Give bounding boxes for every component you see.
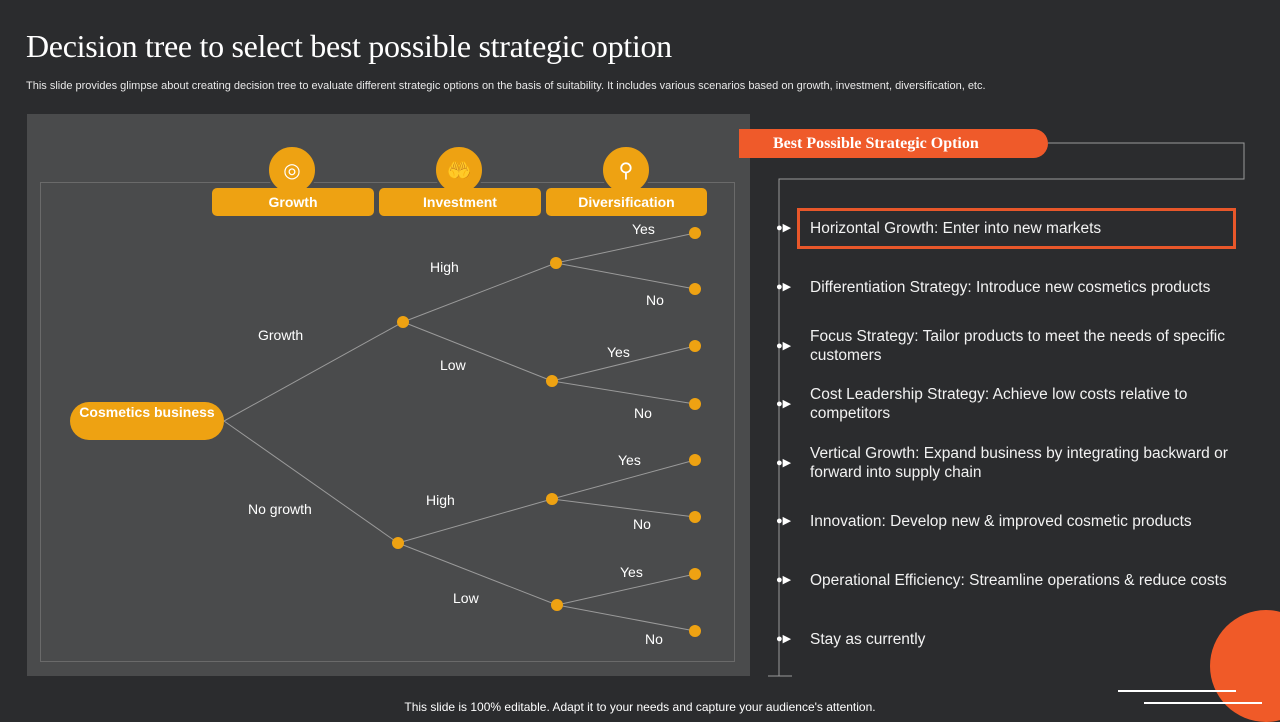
leaf-label: No — [646, 292, 664, 308]
leaf-label: Yes — [620, 564, 643, 580]
bullet-arrow-icon: ●▶ — [776, 456, 792, 469]
branch-label: Low — [453, 590, 479, 606]
footer-note: This slide is 100% editable. Adapt it to… — [404, 700, 876, 714]
decision-tree-frame — [40, 182, 735, 662]
option-item: ●▶ Stay as currently — [776, 631, 926, 648]
leaf-node — [689, 454, 701, 466]
branch-label: No growth — [248, 501, 312, 517]
page-title: Decision tree to select best possible st… — [26, 28, 672, 64]
header-growth: Growth — [212, 188, 374, 216]
leaf-label: No — [634, 405, 652, 421]
branch-label: High — [426, 492, 455, 508]
highlight-box — [797, 208, 1236, 249]
leaf-label: No — [645, 631, 663, 647]
page-subtitle: This slide provides glimpse about creati… — [26, 80, 986, 92]
branch-label: Low — [440, 357, 466, 373]
option-item: ●▶ Vertical Growth: Expand business by in… — [776, 445, 1228, 481]
leaf-node — [689, 511, 701, 523]
branch-label: Growth — [258, 327, 304, 343]
leaf-node — [689, 283, 701, 295]
node-high — [546, 493, 558, 505]
option-item: ●▶ Operational Efficiency: Streamline ope… — [776, 572, 1227, 589]
header-investment: Investment — [379, 188, 541, 216]
option-item: ●▶ Differentiation Strategy: Introduce ne… — [776, 279, 1211, 296]
bullet-arrow-icon: ●▶ — [776, 574, 792, 586]
node-no-growth — [392, 537, 404, 549]
option-item: ●▶ Cost Leadership Strategy: Achieve low … — [776, 386, 1188, 422]
leaf-node — [689, 340, 701, 352]
options-heading: Best Possible Strategic Option — [739, 129, 1048, 158]
bullet-arrow-icon: ●▶ — [776, 515, 792, 527]
leaf-node — [689, 227, 701, 239]
bullet-arrow-icon: ●▶ — [776, 222, 792, 234]
leaf-node — [689, 398, 701, 410]
bullet-arrow-icon: ●▶ — [776, 633, 792, 645]
leaf-label: Yes — [607, 344, 630, 360]
leaf-label: Yes — [618, 452, 641, 468]
branch-label: High — [430, 259, 459, 275]
bullet-arrow-icon: ●▶ — [776, 397, 792, 410]
node-high — [550, 257, 562, 269]
node-low — [551, 599, 563, 611]
bullet-arrow-icon: ●▶ — [776, 339, 792, 352]
decorative-line — [1144, 702, 1262, 704]
node-growth — [397, 316, 409, 328]
leaf-node — [689, 625, 701, 637]
option-item: ●▶ Innovation: Develop new & improved cos… — [776, 513, 1192, 530]
piggy-bank-hands-icon: 🤲 — [434, 145, 484, 195]
leaf-label: No — [633, 516, 651, 532]
decorative-line — [1118, 690, 1236, 692]
leaf-node — [689, 568, 701, 580]
header-diversification: Diversification — [546, 188, 707, 216]
root-node-cosmetics-business: Cosmetics business — [70, 402, 224, 440]
option-item: ●▶ Horizontal Growth: Enter into new mark… — [776, 220, 1102, 237]
bullet-arrow-icon: ●▶ — [776, 281, 792, 293]
node-low — [546, 375, 558, 387]
option-item: ●▶ Focus Strategy: Tailor products to mee… — [776, 328, 1225, 364]
leaf-label: Yes — [632, 221, 655, 237]
